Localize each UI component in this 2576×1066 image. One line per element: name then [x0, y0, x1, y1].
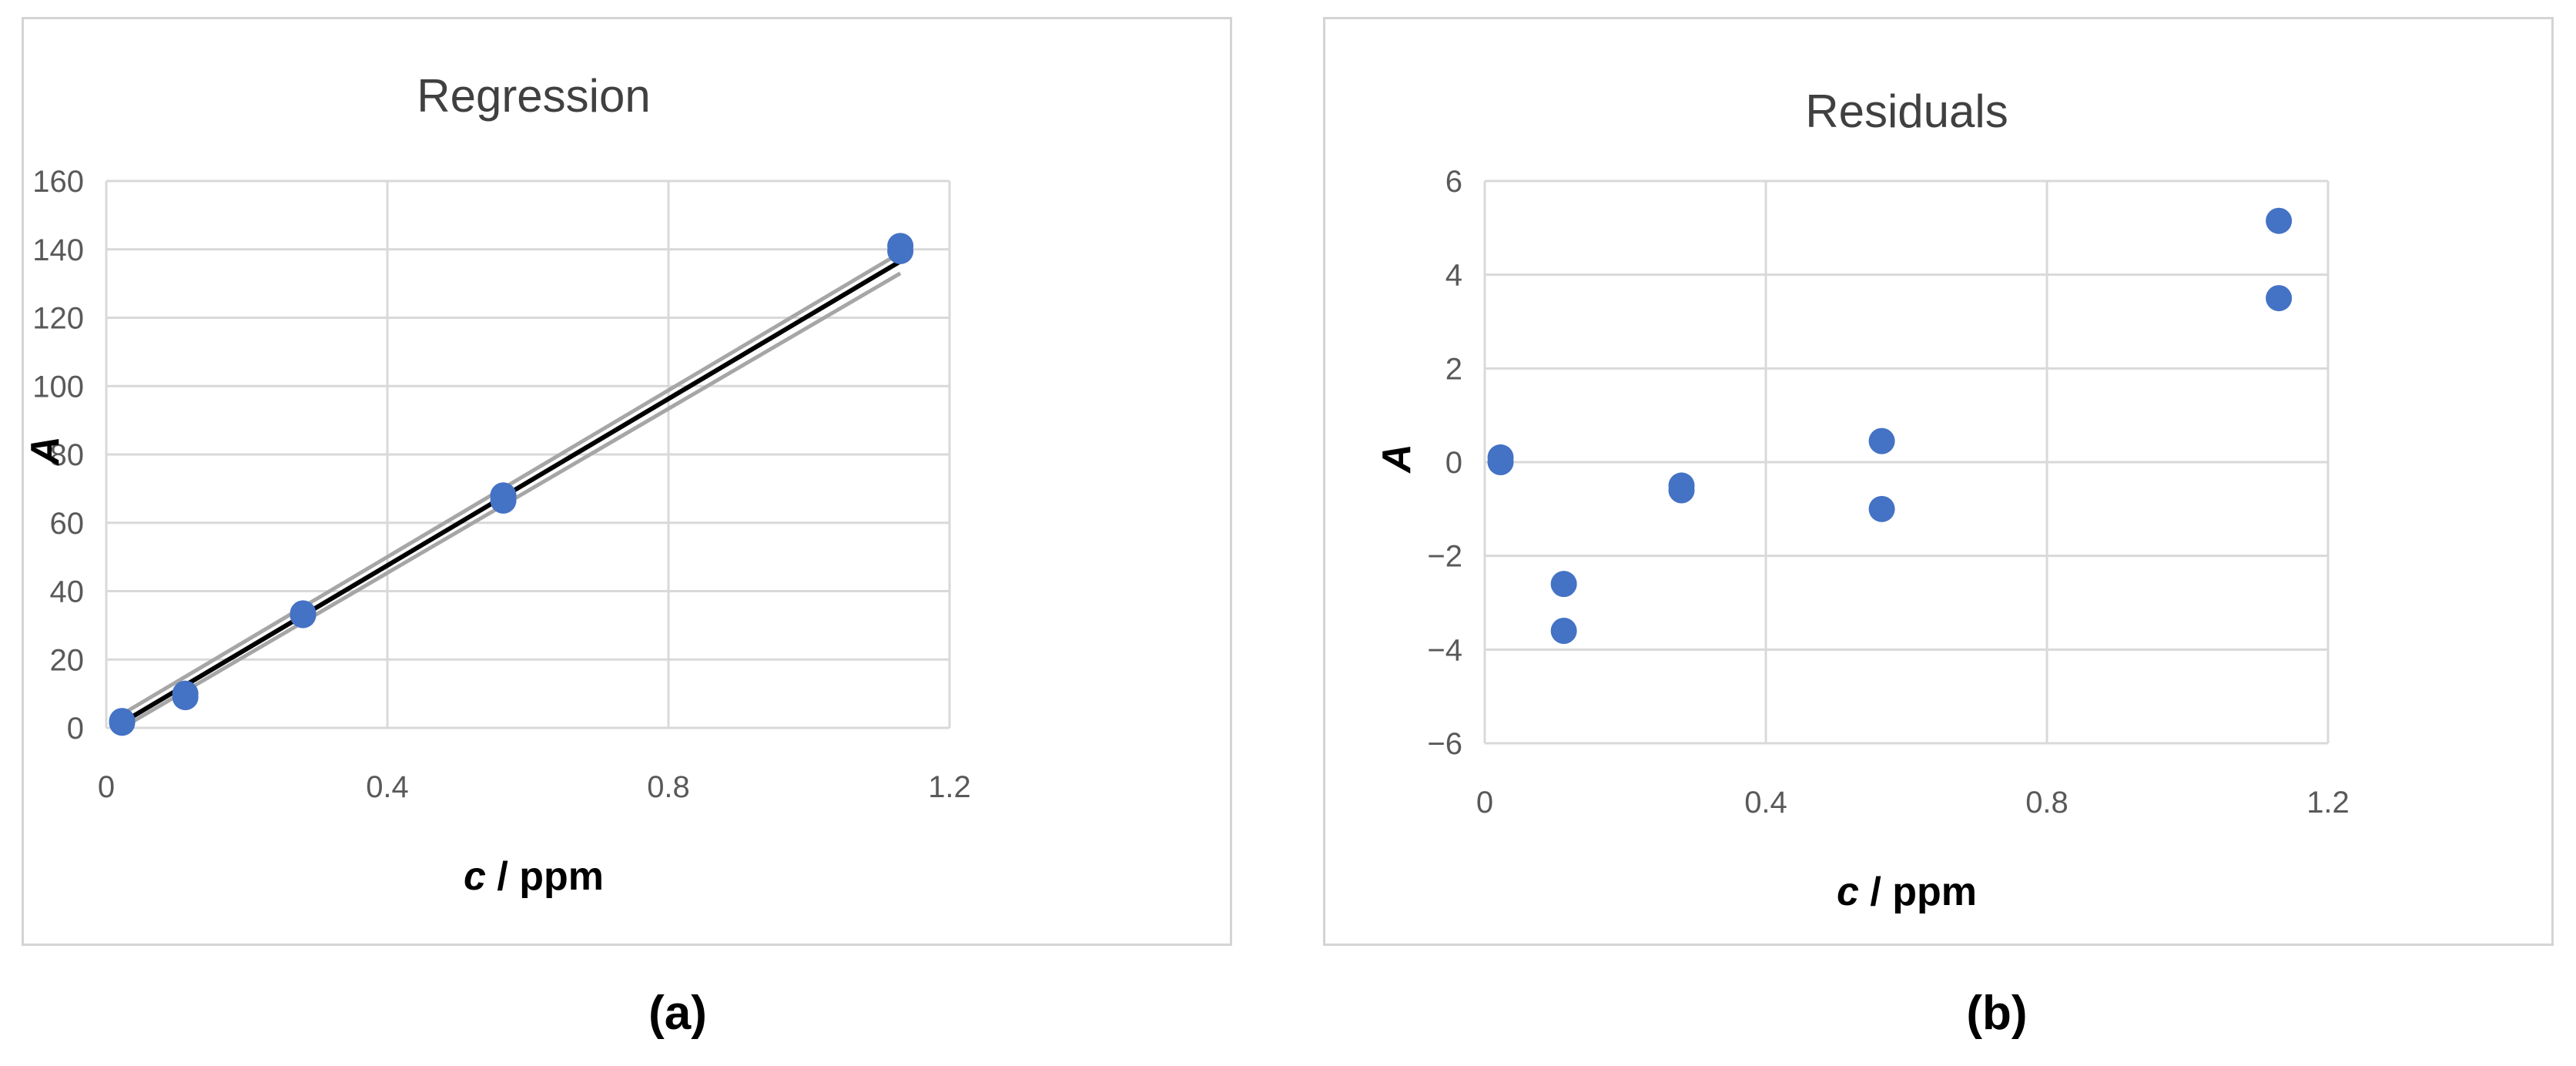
panel-label-b: (b): [1966, 987, 2028, 1040]
data-point: [1487, 449, 1514, 475]
y-tick-label: 0: [1445, 446, 1462, 480]
data-point: [290, 600, 317, 627]
data-point: [2266, 207, 2293, 234]
data-point: [1868, 495, 1895, 522]
chart-title: Residuals: [1805, 85, 2008, 137]
data-point: [490, 482, 517, 509]
x-tick-label: 0: [98, 770, 115, 804]
y-tick-label: 40: [50, 575, 85, 609]
x-axis-variable: c: [1837, 870, 1859, 914]
y-tick-label: 160: [32, 165, 84, 199]
data-point: [887, 233, 914, 260]
x-tick-label: 0.8: [647, 770, 690, 804]
regression-chart: Regression 0 20 40 60 80 100 120 140 160 0 0.4 0.8 1.…: [24, 70, 971, 899]
residuals-chart: Residuals −6 −4 −2 0 2 4 6 0 0.4 0.8 1.2 c / ppm A: [1375, 85, 2350, 914]
data-point: [172, 680, 199, 707]
data-point: [2266, 285, 2293, 312]
y-tick-label: −6: [1427, 727, 1462, 761]
y-tick-label: 60: [50, 507, 85, 541]
data-point: [1550, 618, 1577, 644]
x-axis-variable: c: [464, 854, 486, 899]
panel-label-a: (a): [648, 987, 707, 1040]
regression-chart-panel: Regression 0 20 40 60 80 100 120 140 160 0 0.4 0.8 1.…: [22, 17, 1232, 946]
data-point: [1868, 427, 1895, 454]
y-tick-label: −2: [1427, 540, 1462, 574]
x-tick-label: 0.4: [366, 770, 409, 804]
y-axis-title: A: [1375, 444, 1419, 474]
y-axis-title: A: [24, 436, 68, 467]
x-tick-label: 1.2: [928, 770, 971, 804]
upper-band-line: [121, 251, 902, 716]
x-tick-label: 0.8: [2025, 786, 2069, 820]
residuals-chart-panel: Residuals −6 −4 −2 0 2 4 6 0 0.4 0.8 1.2 c / ppm A: [1323, 17, 2554, 946]
x-tick-label: 0: [1476, 786, 1493, 820]
x-axis-title: c / ppm: [464, 854, 604, 899]
y-tick-label: 0: [67, 712, 84, 746]
x-axis-unit: / ppm: [1859, 870, 1977, 914]
y-tick-label: 80: [50, 438, 85, 472]
y-tick-label: −4: [1427, 633, 1462, 667]
x-tick-label: 1.2: [2306, 786, 2350, 820]
data-point: [1550, 571, 1577, 598]
y-tick-label: 100: [32, 370, 84, 404]
y-tick-label: 6: [1445, 165, 1462, 199]
y-tick-label: 120: [32, 302, 84, 336]
data-point: [1668, 477, 1695, 504]
chart-title: Regression: [417, 70, 651, 122]
data-point: [109, 708, 136, 735]
x-tick-label: 0.4: [1744, 786, 1787, 820]
y-tick-label: 140: [32, 233, 84, 267]
x-axis-title: c / ppm: [1837, 870, 1977, 914]
y-tick-label: 4: [1445, 259, 1462, 293]
y-tick-label: 20: [50, 643, 85, 677]
x-axis-unit: / ppm: [486, 854, 604, 899]
y-tick-label: 2: [1445, 352, 1462, 386]
